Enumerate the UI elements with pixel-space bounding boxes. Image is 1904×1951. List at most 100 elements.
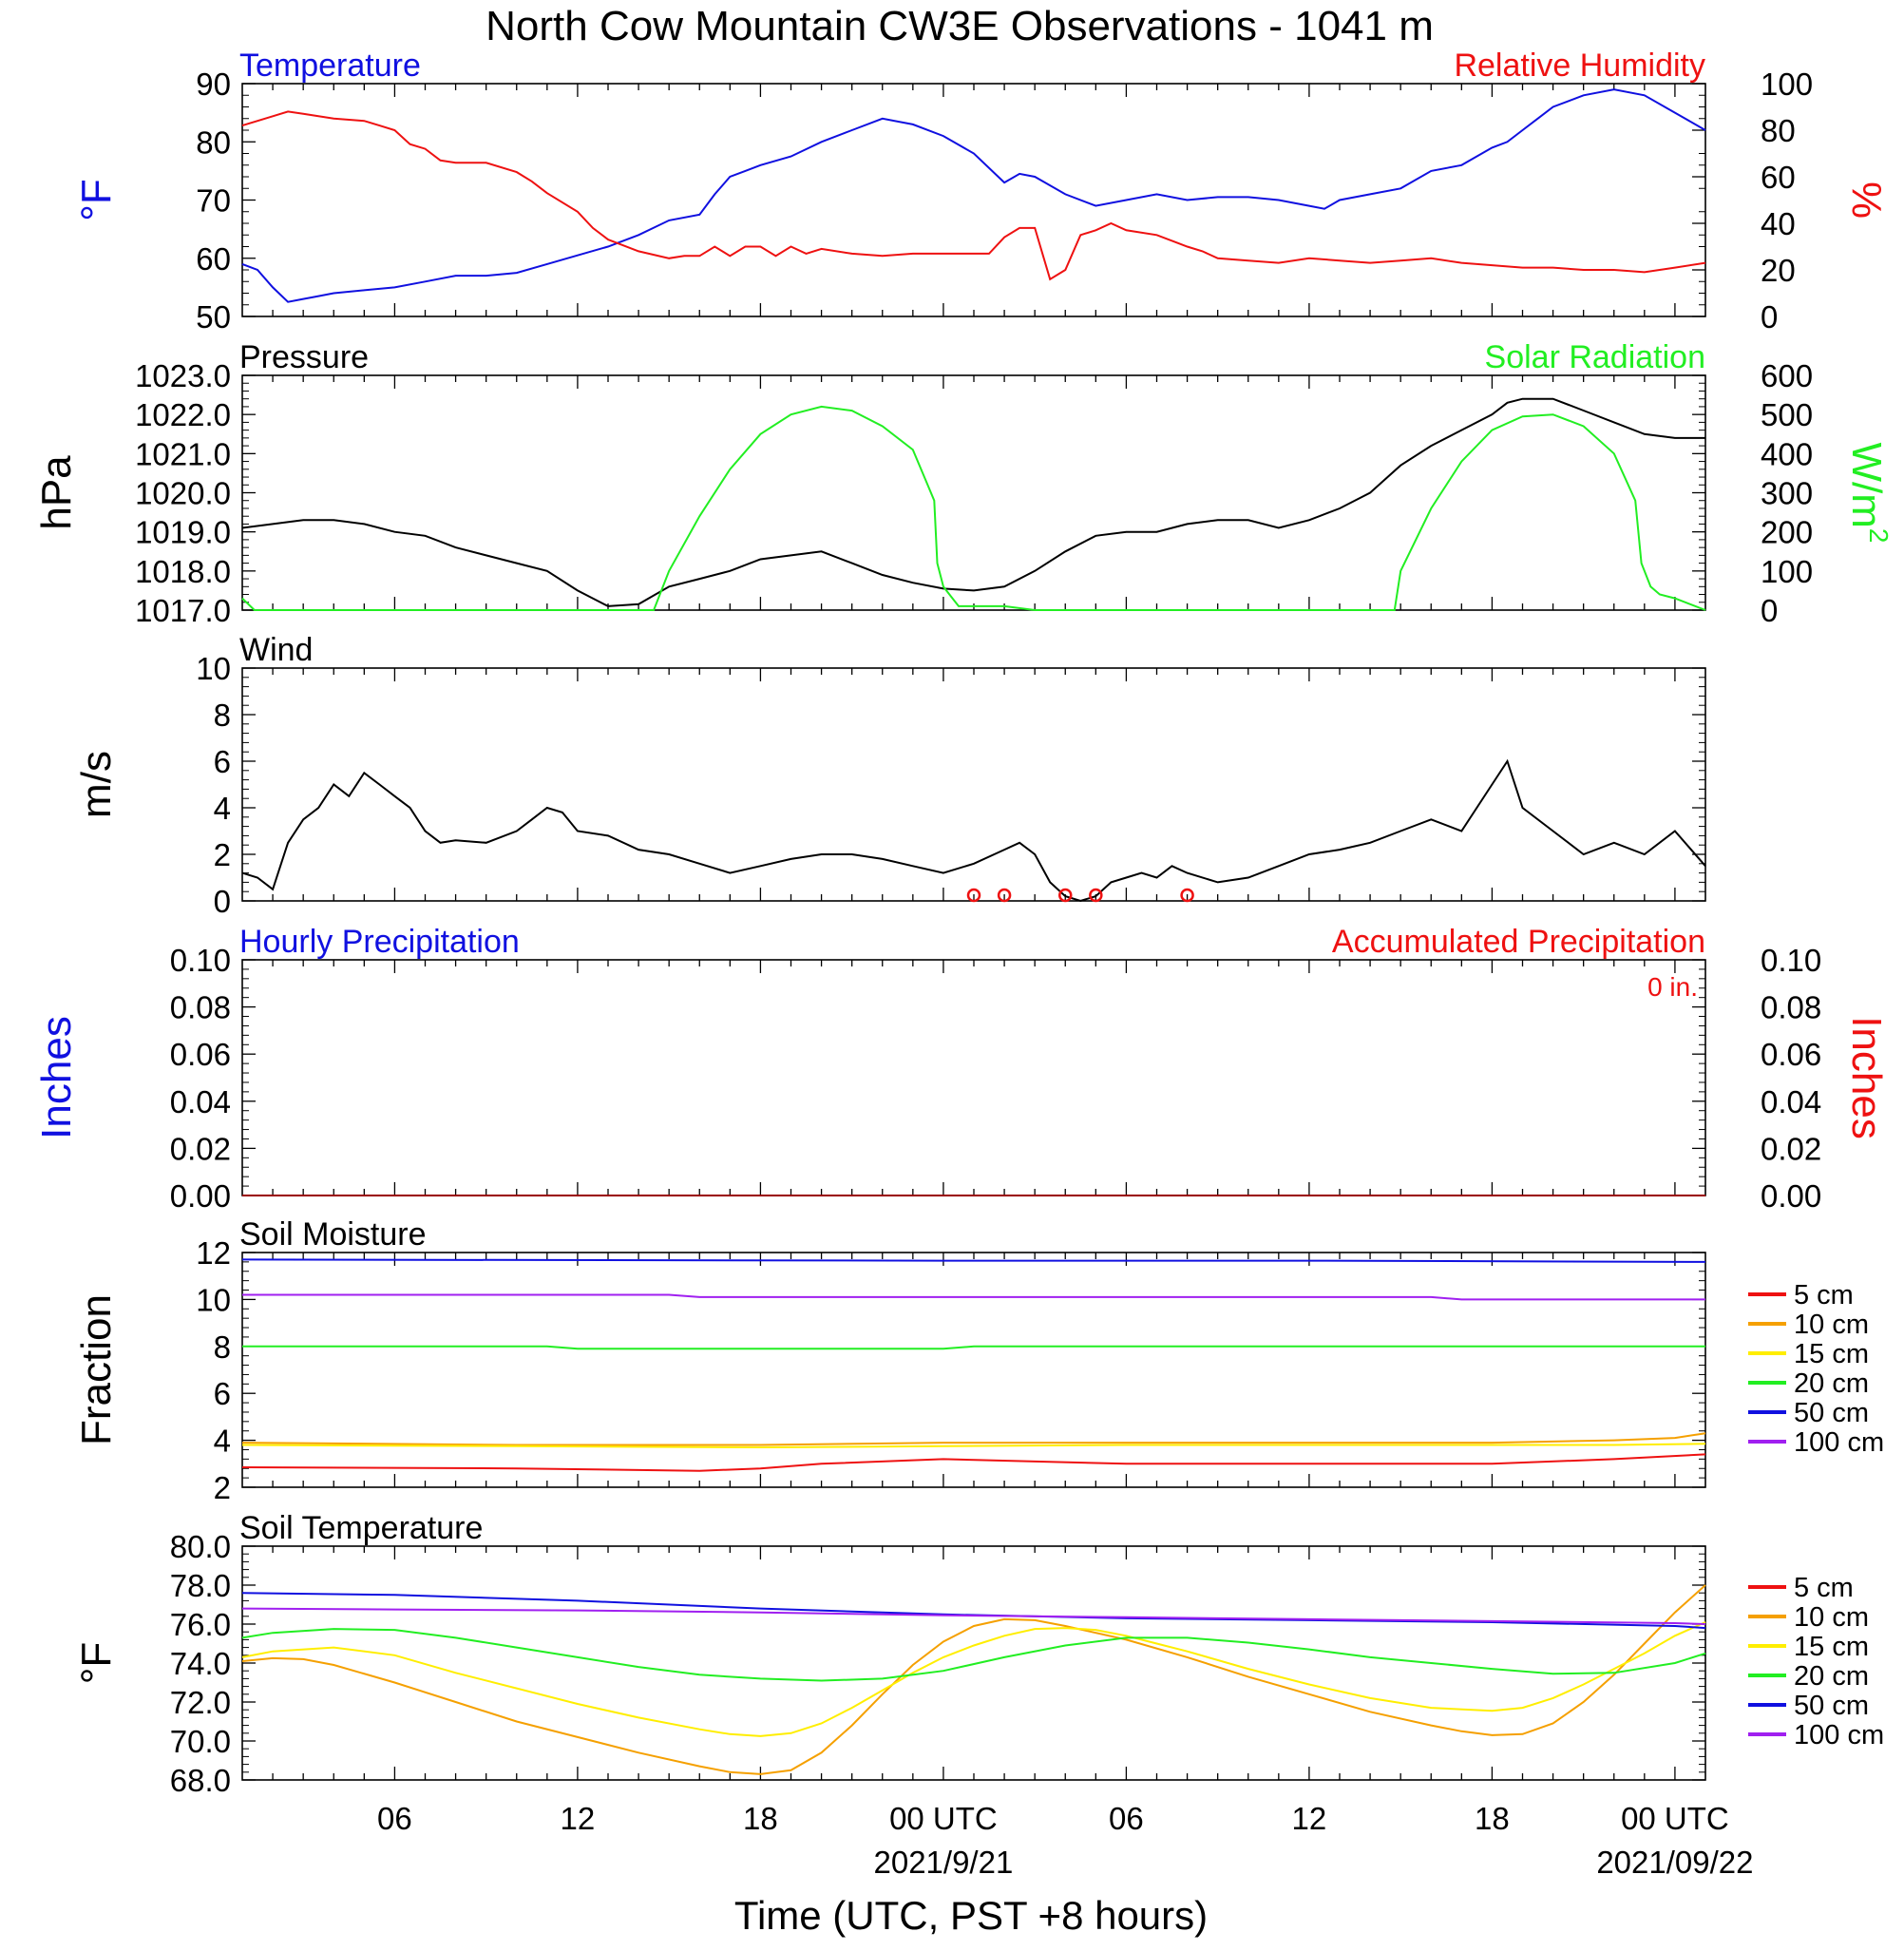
accumulated-value: 0 in.	[1647, 972, 1698, 1002]
y-tick-label-right: 500	[1761, 397, 1813, 432]
panel-title-left: Temperature	[239, 48, 421, 84]
legend-label: 100 cm	[1794, 1720, 1884, 1750]
y-axis-label-right: %	[1843, 182, 1890, 219]
y-tick-label-left: 80	[196, 124, 231, 160]
y-tick-label-left: 8	[214, 698, 231, 733]
y-axis-label-left: m/s	[73, 751, 120, 818]
y-axis-label-left: °F	[73, 1642, 120, 1684]
series-line-temperature	[241, 88, 1706, 303]
calm-wind-marker	[1058, 888, 1073, 903]
y-tick-label-right: 80	[1761, 113, 1796, 148]
time-tick-label: 00 UTC	[1621, 1801, 1729, 1836]
y-tick-label-right: 0.10	[1761, 943, 1821, 978]
series-line-50-cm	[241, 1258, 1706, 1263]
legend-label: 15 cm	[1794, 1339, 1869, 1369]
series-line-100-cm	[241, 1607, 1706, 1625]
y-tick-label-right: 0.02	[1761, 1131, 1821, 1166]
series-line-wind	[241, 758, 1706, 903]
y-tick-label-left: 0.00	[170, 1178, 231, 1214]
time-tick-label: 18	[1475, 1801, 1510, 1836]
series-line-20-cm	[242, 1345, 1705, 1350]
y-tick-label-right: 0.00	[1761, 1178, 1821, 1214]
series-line-relative-humidity	[241, 110, 1706, 281]
y-tick-label-right: 100	[1761, 554, 1813, 589]
panel-title-left: Wind	[239, 632, 313, 668]
plot-frame-precipitation	[241, 959, 1706, 1196]
y-tick-label-left: 76.0	[170, 1607, 231, 1642]
legend-label: 20 cm	[1794, 1661, 1869, 1692]
y-tick-label-left: 1018.0	[135, 554, 231, 589]
panel-title-left: Soil Temperature	[239, 1510, 483, 1546]
y-tick-label-right: 0	[1761, 299, 1778, 335]
y-axis-label-left: Inches	[33, 1016, 80, 1139]
y-tick-label-left: 2	[214, 1470, 231, 1505]
legend-label: 50 cm	[1794, 1398, 1869, 1428]
y-tick-label-left: 1022.0	[135, 397, 231, 432]
y-tick-label-right: 300	[1761, 476, 1813, 511]
y-tick-label-right: 400	[1761, 436, 1813, 471]
panel-title-left: Pressure	[239, 339, 369, 375]
plot-frame-soil-moisture	[241, 1252, 1706, 1488]
time-tick-label: 12	[561, 1801, 596, 1836]
legend-label: 100 cm	[1794, 1427, 1884, 1458]
y-tick-label-right: 60	[1761, 160, 1796, 195]
y-tick-label-left: 70.0	[170, 1724, 231, 1759]
chart-title: North Cow Mountain CW3E Observations - 1…	[486, 3, 1434, 49]
plot-frame-wind	[241, 667, 1706, 902]
panel-title-left: Soil Moisture	[239, 1216, 427, 1253]
y-tick-label-left: 4	[214, 1424, 231, 1459]
panel-title-right: Relative Humidity	[1454, 48, 1705, 84]
y-tick-label-right: 200	[1761, 515, 1813, 550]
y-tick-label-right: 0	[1761, 593, 1778, 628]
plot-frame-soil-temperature	[241, 1545, 1706, 1781]
y-tick-label-left: 2	[214, 837, 231, 872]
date-label: 2021/9/21	[874, 1845, 1014, 1880]
series-line-5-cm	[241, 1453, 1706, 1472]
series-line-15-cm	[241, 1621, 1706, 1737]
y-axis-label-right: W/m2	[1843, 443, 1894, 544]
y-tick-label-right: 100	[1761, 67, 1813, 102]
y-tick-label-left: 90	[196, 67, 231, 102]
series-line-10-cm	[241, 1584, 1706, 1775]
time-tick-label: 00 UTC	[889, 1801, 998, 1836]
panel-title-right: Solar Radiation	[1485, 339, 1705, 375]
y-tick-label-left: 1023.0	[135, 358, 231, 393]
y-tick-label-left: 0	[214, 884, 231, 919]
panel-title-right: Accumulated Precipitation	[1332, 924, 1705, 960]
time-tick-label: 12	[1292, 1801, 1327, 1836]
y-tick-label-left: 68.0	[170, 1763, 231, 1798]
y-tick-label-left: 8	[214, 1329, 231, 1365]
y-tick-label-right: 0.06	[1761, 1037, 1821, 1072]
y-tick-label-left: 72.0	[170, 1685, 231, 1720]
y-tick-label-left: 0.10	[170, 943, 231, 978]
legend-label: 5 cm	[1794, 1573, 1854, 1603]
y-tick-label-left: 10	[196, 1282, 231, 1317]
y-tick-label-right: 0.08	[1761, 990, 1821, 1025]
y-axis-label-left: hPa	[33, 455, 80, 530]
y-tick-label-right: 20	[1761, 253, 1796, 288]
y-tick-label-left: 0.02	[170, 1131, 231, 1166]
y-axis-label-left: Fraction	[73, 1294, 120, 1445]
y-tick-label-left: 0.04	[170, 1084, 231, 1119]
legend-label: 5 cm	[1794, 1280, 1854, 1310]
y-tick-label-right: 40	[1761, 206, 1796, 241]
y-tick-label-left: 1021.0	[135, 436, 231, 471]
y-tick-label-left: 70	[196, 183, 231, 219]
y-tick-label-left: 10	[196, 651, 231, 686]
y-axis-label-left: °F	[73, 179, 120, 220]
calm-wind-marker	[1180, 888, 1194, 903]
series-line-pressure	[241, 397, 1705, 607]
legend-label: 15 cm	[1794, 1632, 1869, 1662]
time-tick-label: 06	[1109, 1801, 1144, 1836]
calm-wind-marker	[997, 888, 1012, 903]
series-line-15-cm	[241, 1443, 1706, 1449]
series-line-solar-radiation	[241, 405, 1706, 611]
series-line-100-cm	[242, 1293, 1705, 1301]
y-tick-label-left: 0.08	[170, 990, 231, 1025]
y-tick-label-left: 78.0	[170, 1568, 231, 1603]
y-axis-label-right: Inches	[1843, 1016, 1890, 1139]
y-tick-label-left: 74.0	[170, 1646, 231, 1681]
y-tick-label-right: 0.04	[1761, 1084, 1821, 1119]
